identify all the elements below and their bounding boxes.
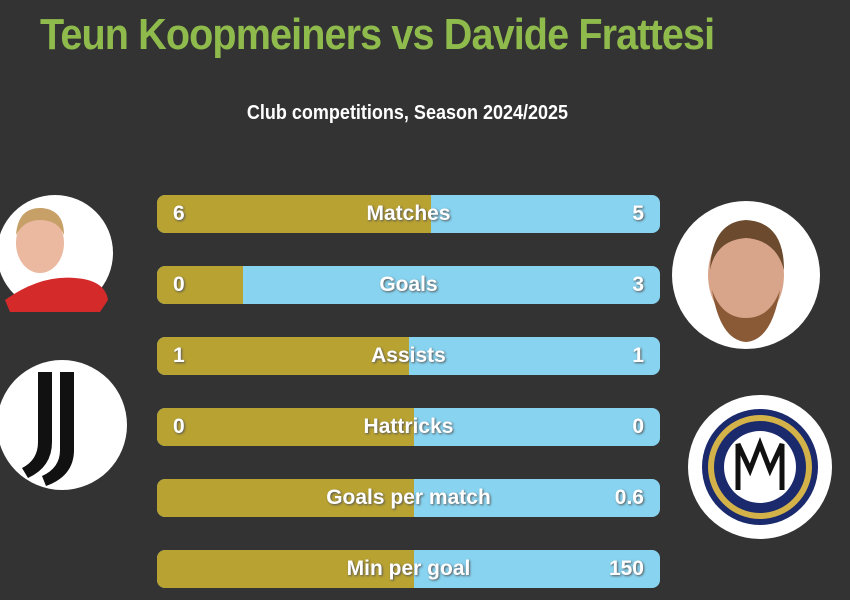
right-value: 5 xyxy=(632,202,644,225)
club-right-logo xyxy=(688,395,832,539)
stat-label: Matches xyxy=(366,202,451,225)
stat-row: Matches 6 5 xyxy=(157,195,660,233)
stat-label: Hattricks xyxy=(363,415,454,438)
stat-row: Goals per match 0.6 xyxy=(157,479,660,517)
title: Teun Koopmeiners vs Davide Frattesi xyxy=(40,10,715,59)
stat-label: Goals xyxy=(379,273,438,296)
left-bar xyxy=(157,550,414,588)
left-value: 1 xyxy=(173,344,185,367)
left-value: 6 xyxy=(173,202,185,225)
right-value: 0 xyxy=(632,415,644,438)
left-bar xyxy=(157,337,409,375)
stat-label: Assists xyxy=(371,344,446,367)
stat-row: Goals 0 3 xyxy=(157,266,660,304)
stat-row: Assists 1 1 xyxy=(157,337,660,375)
player-right-photo xyxy=(672,201,820,349)
stat-label: Goals per match xyxy=(326,486,491,509)
subtitle: Club competitions, Season 2024/2025 xyxy=(246,102,569,124)
left-bar xyxy=(157,408,414,446)
player-left-photo xyxy=(0,195,113,312)
left-value: 0 xyxy=(173,415,185,438)
left-value: 0 xyxy=(173,273,185,296)
right-value: 1 xyxy=(632,344,644,367)
left-bar xyxy=(157,195,432,233)
club-left-logo xyxy=(0,360,127,490)
stat-row: Min per goal 150 xyxy=(157,550,660,588)
right-value: 0.6 xyxy=(614,486,644,509)
left-bar xyxy=(157,479,414,517)
right-value: 150 xyxy=(608,557,644,580)
stat-row: Hattricks 0 0 xyxy=(157,408,660,446)
stat-label: Min per goal xyxy=(346,557,471,580)
left-bar xyxy=(157,266,243,304)
right-value: 3 xyxy=(632,273,644,296)
